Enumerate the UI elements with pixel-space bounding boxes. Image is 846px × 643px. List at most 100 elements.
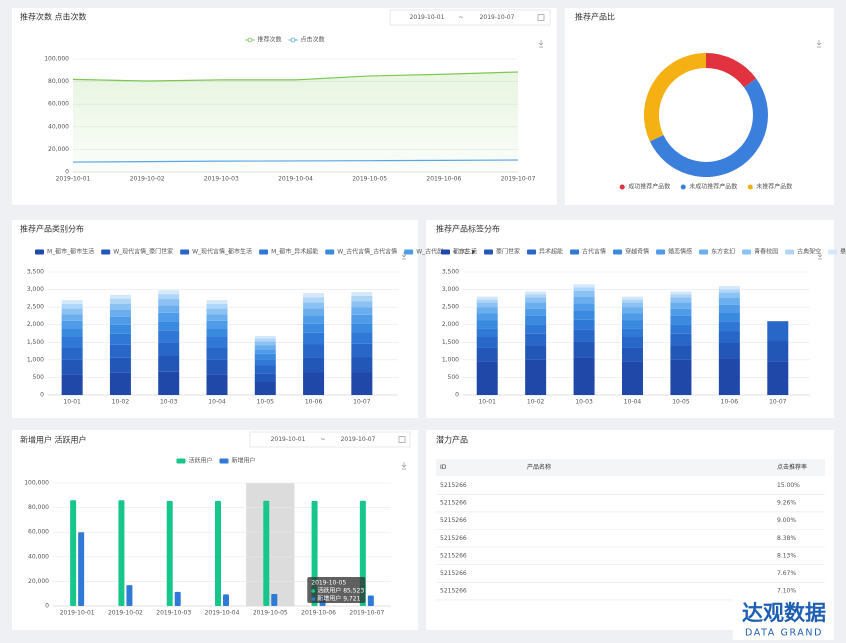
date-end[interactable]: 2019-10-07 bbox=[341, 436, 376, 443]
bar-segment bbox=[109, 309, 131, 317]
table-cell: 9.26% bbox=[777, 500, 796, 507]
bar-segment bbox=[718, 286, 740, 290]
bar-segment bbox=[622, 296, 643, 300]
panel-title: 推荐产品比 bbox=[575, 12, 615, 22]
bar-segment bbox=[206, 314, 228, 321]
download-glyph[interactable] bbox=[816, 40, 822, 48]
bar-segment bbox=[525, 315, 547, 325]
download-glyph[interactable] bbox=[401, 462, 407, 470]
bar-segment bbox=[158, 371, 180, 395]
bar-segment bbox=[573, 296, 595, 304]
table-cell: 8.13% bbox=[777, 552, 796, 559]
bar-segment bbox=[622, 347, 643, 362]
legend-swatch bbox=[785, 249, 795, 255]
download-icon[interactable] bbox=[401, 252, 407, 260]
legend-swatch bbox=[180, 249, 190, 255]
bar bbox=[70, 500, 77, 606]
x-tick-label: 2019-10-05 bbox=[253, 610, 288, 617]
date-end[interactable]: 2019-10-07 bbox=[480, 14, 515, 21]
legend-swatch bbox=[570, 249, 580, 255]
bar-segment bbox=[109, 372, 131, 395]
y-tick-label: 0 bbox=[45, 603, 49, 610]
legend-label: 婚恋情感 bbox=[668, 248, 692, 256]
bar-segment bbox=[254, 341, 276, 346]
legend: 成功推荐产品数 未成功推荐产品数 未推荐产品数 bbox=[619, 183, 792, 191]
bar-segment bbox=[109, 324, 131, 334]
bar-segment bbox=[351, 332, 373, 344]
download-glyph[interactable] bbox=[538, 40, 544, 48]
download-glyph[interactable] bbox=[817, 252, 823, 260]
bar-segment bbox=[158, 355, 180, 372]
bar-segment bbox=[206, 308, 228, 315]
x-tick-label: 10-06 bbox=[305, 399, 323, 406]
download-icon[interactable] bbox=[816, 40, 822, 48]
legend-swatch bbox=[441, 249, 450, 255]
y-tick-label: 60,000 bbox=[48, 101, 69, 108]
bar-segment bbox=[476, 302, 498, 308]
x-tick-label: 10-04 bbox=[624, 399, 642, 406]
calendar-icon[interactable] bbox=[398, 436, 406, 443]
bar-segment bbox=[254, 373, 276, 382]
bar-segment bbox=[158, 294, 180, 300]
legend-swatch bbox=[404, 249, 414, 255]
legend-swatch bbox=[35, 249, 44, 255]
bar bbox=[263, 500, 270, 606]
bar-segment bbox=[351, 372, 373, 395]
bar bbox=[215, 500, 221, 606]
bar-segment bbox=[718, 312, 740, 322]
y-tick-label: 500 bbox=[448, 374, 460, 381]
bar-segment bbox=[61, 300, 83, 304]
bar-segment bbox=[351, 343, 373, 358]
bar-segment bbox=[622, 320, 643, 329]
legend-label: 都市生活 bbox=[453, 248, 477, 256]
legend-swatch bbox=[699, 249, 709, 255]
y-tick-label: 3,500 bbox=[27, 269, 44, 276]
date-start[interactable]: 2019-10-01 bbox=[271, 436, 306, 443]
bar-segment bbox=[206, 337, 228, 348]
calendar-icon[interactable] bbox=[537, 14, 545, 21]
legend-label: 悬疑推理 bbox=[840, 248, 846, 256]
table-cell: 7.67% bbox=[777, 570, 796, 577]
bar-segment bbox=[670, 294, 692, 298]
bar-segment bbox=[476, 337, 498, 348]
bar-segment bbox=[158, 290, 180, 295]
y-tick-label: 40,000 bbox=[28, 553, 49, 560]
legend-label: 未推荐产品数 bbox=[756, 183, 792, 191]
bar-segment bbox=[718, 292, 740, 299]
bar-segment bbox=[351, 301, 373, 308]
download-icon[interactable] bbox=[538, 40, 544, 48]
x-tick-label: 10-03 bbox=[160, 399, 178, 406]
date-picker-box[interactable] bbox=[389, 9, 551, 26]
bar-segment bbox=[206, 359, 228, 375]
bar bbox=[271, 594, 278, 606]
legend-label: 活跃用户 bbox=[188, 457, 212, 465]
download-glyph[interactable] bbox=[401, 252, 407, 260]
legend-swatch bbox=[101, 249, 111, 255]
line bbox=[72, 159, 519, 163]
bar-segment bbox=[61, 374, 83, 395]
bar-segment bbox=[254, 365, 276, 374]
bar-segment bbox=[718, 298, 740, 305]
date-picker[interactable]: 2019-10-01 ~ 2019-10-07 bbox=[389, 9, 551, 26]
x-tick-label: 10-03 bbox=[575, 399, 593, 406]
bar-segment bbox=[158, 321, 180, 331]
date-picker-box[interactable] bbox=[249, 431, 411, 448]
bar-segment bbox=[303, 302, 325, 309]
x-tick-label: 2019-10-03 bbox=[156, 610, 191, 617]
download-icon[interactable] bbox=[401, 462, 407, 470]
bar-segment bbox=[525, 297, 547, 303]
y-tick-label: 20,000 bbox=[48, 146, 69, 153]
date-picker[interactable]: 2019-10-01 ~ 2019-10-07 bbox=[249, 431, 411, 448]
download-icon[interactable] bbox=[817, 252, 823, 260]
x-tick-label: 2019-10-02 bbox=[130, 176, 165, 183]
x-tick-label: 2019-10-04 bbox=[205, 610, 240, 617]
bar-segment bbox=[718, 304, 740, 313]
hover-band bbox=[246, 483, 295, 606]
legend-next[interactable] bbox=[472, 249, 476, 255]
y-tick-label: 3,000 bbox=[442, 286, 459, 293]
legend-label: W_现代言情_豪门世家 bbox=[113, 248, 173, 256]
x-tick-label: 2019-10-07 bbox=[349, 610, 384, 617]
date-start[interactable]: 2019-10-01 bbox=[410, 14, 445, 21]
table-header-cell: 产品名称 bbox=[527, 463, 551, 471]
bar-segment bbox=[206, 374, 228, 395]
